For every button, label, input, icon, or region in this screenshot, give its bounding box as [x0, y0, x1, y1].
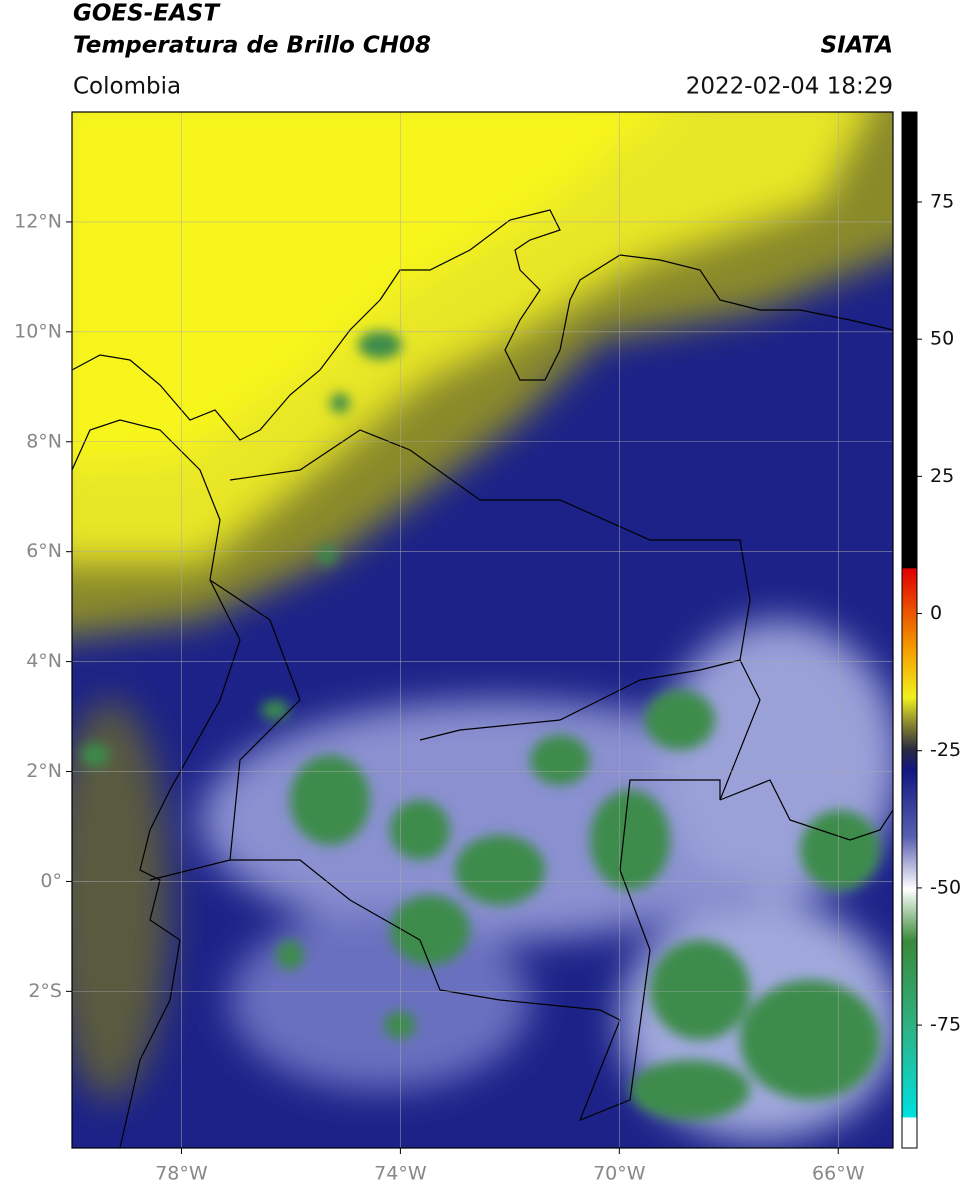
source: SIATA	[821, 33, 893, 59]
colorbar-tick-label: -75	[930, 1014, 961, 1036]
colorbar-tick-label: 25	[930, 465, 954, 487]
colorbar-tick-label: 0	[930, 602, 942, 624]
colorbar-tick-label: -50	[930, 876, 961, 898]
region: Colombia	[73, 74, 181, 100]
map-frame	[71, 111, 894, 1149]
y-tick-label: 0°	[40, 870, 62, 892]
y-tick-label: 6°N	[26, 540, 62, 562]
y-tick-label: 4°N	[26, 650, 62, 672]
x-tick-label: 70°W	[593, 1163, 646, 1185]
y-tick-label: 2°S	[28, 980, 62, 1002]
colorbar-tick-label: 50	[930, 328, 954, 350]
datetime: 2022-02-04 18:29	[686, 74, 893, 100]
y-tick-label: 12°N	[14, 210, 62, 232]
subtitle: Temperatura de Brillo CH08	[73, 33, 431, 59]
colorbar	[901, 111, 918, 1149]
x-tick-label: 66°W	[812, 1163, 865, 1185]
colorbar-tick-label: 75	[930, 190, 954, 212]
y-tick-label: 10°N	[14, 320, 62, 342]
title: GOES-EAST	[73, 1, 221, 27]
y-tick-label: 2°N	[26, 760, 62, 782]
coastlines	[72, 209, 893, 1148]
x-tick-label: 78°W	[155, 1163, 208, 1185]
satellite-image	[72, 112, 893, 1148]
x-tick-label: 74°W	[374, 1163, 427, 1185]
colorbar-tick-label: -25	[930, 739, 961, 761]
y-tick-label: 8°N	[26, 430, 62, 452]
